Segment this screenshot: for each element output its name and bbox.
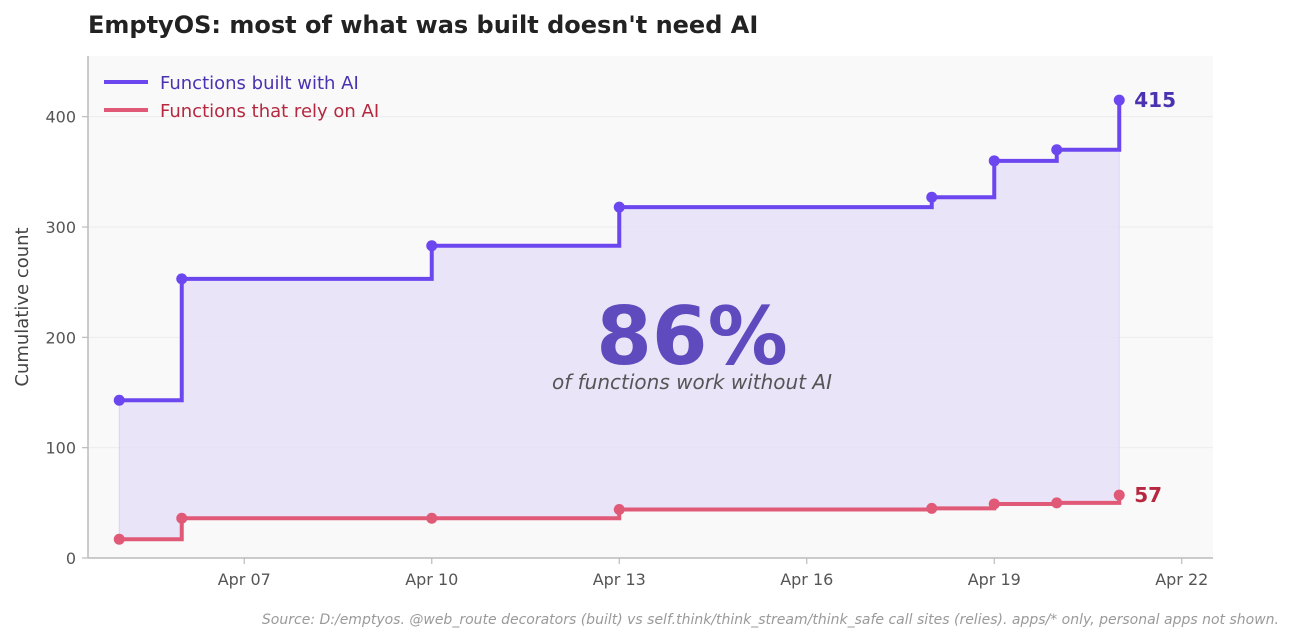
end-label-relies: 57 [1134, 483, 1162, 507]
y-tick-label: 0 [66, 549, 76, 568]
data-point-built [1113, 94, 1125, 106]
x-tick-label: Apr 07 [218, 570, 271, 589]
stat-annotation: 86% of functions work without AI [552, 290, 832, 394]
chart-title: EmptyOS: most of what was built doesn't … [88, 11, 758, 39]
data-point-built [926, 191, 938, 203]
data-point-relies [176, 512, 188, 524]
y-tick-label: 300 [45, 218, 76, 237]
y-axis-label: Cumulative count [12, 227, 33, 386]
series-layer [113, 94, 1125, 545]
legend[interactable]: Functions built with AI Functions that r… [104, 73, 379, 122]
y-axis-ticks: 0 100 200 300 400 [45, 108, 88, 568]
data-point-relies [426, 512, 438, 524]
x-tick-label: Apr 16 [780, 570, 833, 589]
y-tick-label: 100 [45, 439, 76, 458]
end-labels: 415 57 [1134, 88, 1176, 507]
y-tick-label: 400 [45, 108, 76, 127]
data-point-built [988, 155, 1000, 167]
x-axis-ticks: Apr 07 Apr 10 Apr 13 Apr 16 Apr 19 Apr 22 [218, 558, 1208, 589]
legend-label-relies: Functions that rely on AI [160, 101, 379, 122]
data-point-built [426, 240, 438, 252]
x-tick-label: Apr 22 [1155, 570, 1208, 589]
data-point-relies [926, 502, 938, 514]
data-point-relies [613, 503, 625, 515]
x-tick-label: Apr 13 [593, 570, 646, 589]
legend-label-built: Functions built with AI [160, 73, 359, 94]
data-point-relies [1051, 497, 1063, 509]
data-point-built [176, 273, 188, 285]
x-tick-label: Apr 19 [968, 570, 1021, 589]
stat-caption: of functions work without AI [552, 370, 832, 394]
legend-item-built[interactable]: Functions built with AI [104, 73, 359, 94]
data-point-relies [113, 533, 125, 545]
data-point-built [113, 394, 125, 406]
stat-value: 86% [596, 290, 787, 383]
x-tick-label: Apr 10 [405, 570, 458, 589]
data-point-built [1051, 144, 1063, 156]
end-label-built: 415 [1134, 88, 1176, 112]
data-point-built [613, 201, 625, 213]
data-point-relies [988, 498, 1000, 510]
y-tick-label: 200 [45, 328, 76, 347]
source-note: Source: D:/emptyos. @web_route decorator… [262, 612, 1279, 628]
legend-item-relies[interactable]: Functions that rely on AI [104, 101, 379, 122]
data-point-relies [1113, 489, 1125, 501]
